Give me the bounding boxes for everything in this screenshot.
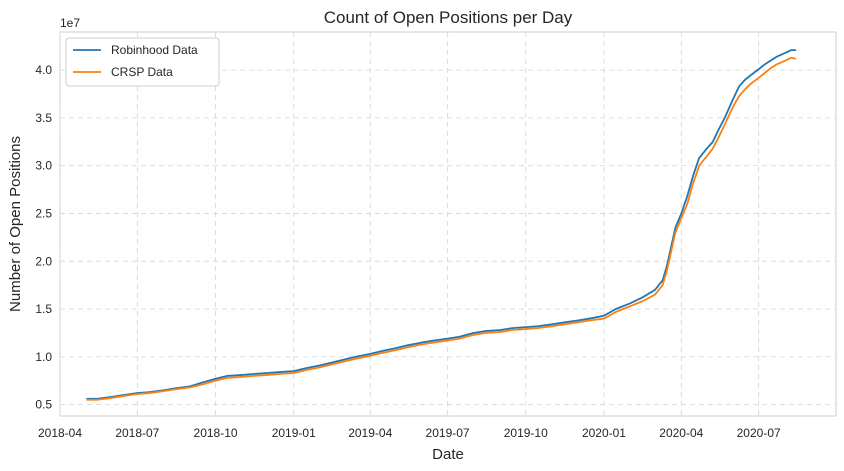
chart-title: Count of Open Positions per Day xyxy=(324,8,573,27)
y-tick-label: 0.5 xyxy=(35,398,52,412)
y-axis-ticks: 0.5 1.0 1.5 2.0 2.5 3.0 3.5 4.0 xyxy=(35,63,52,411)
x-tick-label: 2020-07 xyxy=(737,426,781,440)
x-tick-label: 2019-04 xyxy=(348,426,392,440)
x-tick-label: 2020-04 xyxy=(659,426,703,440)
legend-label-robinhood: Robinhood Data xyxy=(111,43,198,57)
x-tick-label: 2018-07 xyxy=(115,426,159,440)
y-axis-label: Number of Open Positions xyxy=(7,136,24,312)
y-tick-label: 2.0 xyxy=(35,254,52,268)
x-tick-label: 2019-10 xyxy=(504,426,548,440)
x-tick-label: 2018-10 xyxy=(194,426,238,440)
legend-label-crsp: CRSP Data xyxy=(111,65,173,79)
y-tick-label: 3.0 xyxy=(35,159,52,173)
y-tick-label: 4.0 xyxy=(35,63,52,77)
x-axis-ticks: 2018-04 2018-07 2018-10 2019-01 2019-04 2019-… xyxy=(38,426,781,440)
x-tick-label: 2019-07 xyxy=(426,426,470,440)
y-tick-label: 1.0 xyxy=(35,350,52,364)
x-tick-label: 2019-01 xyxy=(272,426,316,440)
series-lines xyxy=(86,49,797,401)
x-tick-label: 2020-01 xyxy=(582,426,626,440)
legend-box xyxy=(65,37,220,87)
x-axis-label: Date xyxy=(432,446,464,463)
legend: Robinhood Data CRSP Data xyxy=(65,37,220,87)
y-axis-multiplier: 1e7 xyxy=(60,16,80,30)
y-tick-label: 3.5 xyxy=(35,111,52,125)
series-line-crsp xyxy=(86,56,797,401)
x-tick-label: 2018-04 xyxy=(38,426,82,440)
grid-lines xyxy=(59,32,836,416)
y-tick-label: 2.5 xyxy=(35,206,52,220)
series-line-robinhood xyxy=(86,49,797,400)
y-tick-label: 1.5 xyxy=(35,302,52,316)
